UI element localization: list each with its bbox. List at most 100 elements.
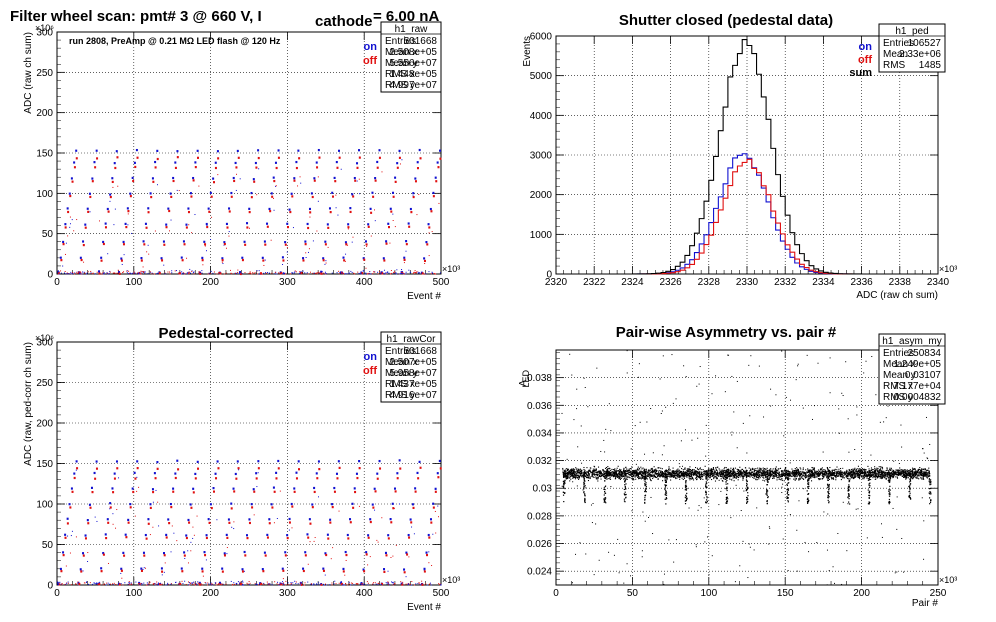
asym-point — [660, 471, 662, 473]
raw-point-baseline — [413, 273, 415, 275]
raw-xtick-label: 400 — [356, 277, 373, 288]
asym-point — [573, 471, 575, 473]
asym-point — [818, 472, 820, 474]
asym-point — [766, 471, 768, 473]
asym-point — [858, 477, 860, 479]
asym-point — [608, 475, 610, 477]
rawcor-point-baseline — [411, 581, 413, 583]
raw-point-off — [248, 210, 251, 214]
asym-point — [570, 474, 572, 476]
asym-point — [569, 473, 571, 475]
asym-point — [796, 476, 798, 478]
raw-point-off — [275, 166, 278, 170]
asym-point — [587, 471, 589, 473]
raw-point-baseline — [364, 273, 366, 275]
asym-point — [649, 474, 651, 476]
asym-xtick-label: 250 — [930, 588, 947, 599]
asym-point — [881, 476, 883, 478]
raw-point-on — [248, 207, 251, 210]
asym-point — [833, 472, 835, 474]
asym-point — [707, 470, 709, 472]
asym-point — [862, 475, 864, 477]
rawcor-point-on — [68, 503, 71, 506]
raw-point-on — [293, 177, 296, 180]
asym-xtick-label: 200 — [853, 588, 870, 599]
rawcor-point-off — [69, 552, 71, 554]
rawcor-point-on — [396, 472, 399, 475]
raw-point-off — [403, 258, 406, 262]
asym-point — [883, 474, 885, 476]
asym-point — [850, 473, 852, 475]
rawcor-point-on — [71, 530, 73, 532]
asym-point — [809, 475, 811, 477]
asym-point — [846, 472, 848, 474]
asym-point — [657, 472, 659, 474]
asym-point — [832, 477, 834, 479]
asym-point — [918, 478, 920, 480]
rawcor-point-baseline — [130, 582, 132, 584]
raw-ytick-label: 150 — [36, 149, 53, 160]
raw-point-baseline — [213, 271, 215, 273]
asym-point — [750, 468, 752, 470]
asym-point — [657, 467, 659, 469]
asym-point — [772, 475, 774, 477]
raw-point-on — [270, 192, 273, 195]
asym-point — [916, 471, 918, 473]
asym-point — [808, 471, 811, 473]
raw-point-baseline — [401, 271, 403, 273]
asym-point — [697, 475, 699, 477]
rawcor-point-on — [436, 472, 439, 475]
rawcor-point-off — [344, 574, 346, 576]
asym-point — [707, 469, 709, 471]
rawcor-point-on — [398, 459, 401, 462]
raw-point-on — [353, 176, 356, 180]
rawcor-point-baseline — [204, 582, 206, 584]
rawcor-point-on — [288, 529, 290, 531]
asym-point — [615, 474, 617, 476]
rawcor-point-off — [345, 559, 347, 561]
rawcor-point-off — [307, 563, 309, 565]
asym-point — [718, 468, 720, 470]
raw-point-off — [80, 258, 83, 262]
raw-point-off — [239, 272, 242, 276]
asym-point — [635, 473, 637, 475]
asym-point — [662, 480, 664, 482]
rawcor-point-on — [324, 574, 326, 576]
asym-point — [918, 468, 920, 470]
rawcor-point-off — [336, 477, 339, 480]
raw-point-on — [162, 240, 165, 243]
rawcor-point-baseline — [268, 584, 270, 586]
raw-point-on — [243, 240, 246, 243]
rawcor-point-off — [212, 490, 215, 493]
raw-point-off — [370, 211, 373, 214]
asym-point — [588, 469, 590, 471]
raw-point-baseline — [133, 272, 135, 274]
rawcor-point-baseline — [392, 583, 394, 585]
raw-point-off — [168, 209, 171, 213]
rawcor-point-on — [84, 534, 87, 537]
asym-point — [909, 472, 912, 474]
asym-point — [709, 470, 711, 472]
rawcor-point-baseline — [323, 584, 325, 586]
raw-point-on — [69, 226, 71, 228]
asym-point — [628, 476, 630, 478]
raw-point-baseline — [434, 273, 436, 275]
asym-point — [586, 474, 589, 477]
rawcor-point-off — [414, 490, 417, 493]
rawcor-point-baseline — [319, 584, 321, 586]
raw-point-on — [214, 161, 217, 164]
asym-point — [821, 472, 823, 475]
asym-point — [806, 475, 808, 477]
raw-point-baseline — [237, 269, 239, 271]
asym-point — [782, 470, 784, 472]
asym-point — [829, 473, 831, 476]
asym-point — [642, 476, 645, 478]
asym-point — [869, 470, 871, 472]
rawcor-point-on — [290, 502, 293, 506]
asym-point — [824, 469, 826, 471]
raw-point-on — [263, 240, 266, 243]
asym-point — [699, 467, 701, 469]
asym-point — [621, 476, 623, 478]
raw-point-off — [64, 253, 66, 255]
asym-point — [645, 469, 647, 471]
